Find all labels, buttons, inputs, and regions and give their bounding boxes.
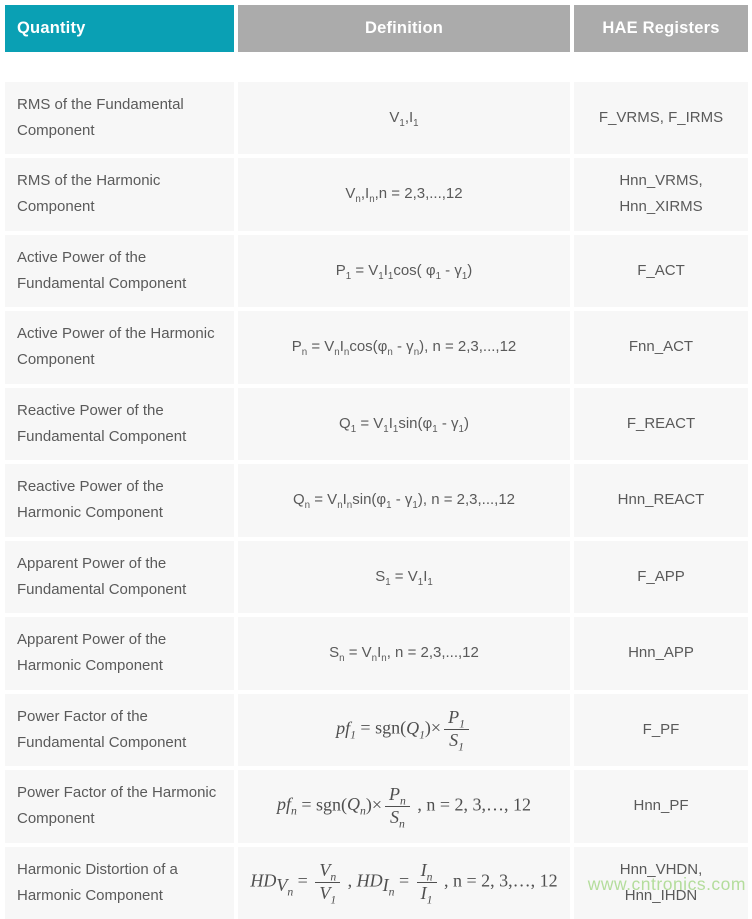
quantity-cell: Reactive Power of the Fundamental Compon…: [5, 388, 234, 461]
registers-cell: F_ACT: [574, 235, 748, 308]
quantity-cell: Apparent Power of the Harmonic Component: [5, 617, 234, 690]
definition-formula: Q1 = V1I1sin(φ1 - γ1): [339, 415, 469, 433]
quantity-cell: Power Factor of the Harmonic Component: [5, 770, 234, 843]
quantity-label: Apparent Power of the Harmonic Component: [17, 627, 226, 679]
registers-cell: Hnn_VRMS, Hnn_XIRMS: [574, 158, 748, 231]
registers-cell: Hnn_REACT: [574, 464, 748, 537]
definition-formula: S1 = V1I1: [375, 568, 433, 586]
quantity-cell: Active Power of the Fundamental Componen…: [5, 235, 234, 308]
quantity-cell: Harmonic Distortion of a Harmonic Compon…: [5, 847, 234, 919]
definition-cell: Q1 = V1I1sin(φ1 - γ1): [238, 388, 570, 461]
definition-formula: Pn = VnIncos(φn - γn), n = 2,3,...,12: [292, 338, 517, 356]
registers-cell: Fnn_ACT: [574, 311, 748, 384]
definition-cell: V1,I1: [238, 82, 570, 155]
definition-formula: P1 = V1I1cos( φ1 - γ1): [336, 262, 473, 280]
definition-formula: Sn = VnIn, n = 2,3,...,12: [329, 644, 479, 662]
quantity-cell: Apparent Power of the Fundamental Compon…: [5, 541, 234, 614]
definition-formula: Qn = VnInsin(φ1 - γ1), n = 2,3,...,12: [293, 491, 515, 509]
quantity-label: Harmonic Distortion of a Harmonic Compon…: [17, 857, 226, 909]
quantity-label: RMS of the Fundamental Component: [17, 92, 226, 144]
registers-cell: F_APP: [574, 541, 748, 614]
quantity-cell: RMS of the Fundamental Component: [5, 82, 234, 155]
quantity-label: Power Factor of the Harmonic Component: [17, 780, 226, 832]
header-cell-registers: HAE Registers: [574, 5, 748, 52]
registers-cell: Hnn_PF: [574, 770, 748, 843]
registers-cell: F_REACT: [574, 388, 748, 461]
definition-cell: Pn = VnIncos(φn - γn), n = 2,3,...,12: [238, 311, 570, 384]
quantity-label: Power Factor of the Fundamental Componen…: [17, 704, 226, 756]
registers-label: F_APP: [637, 564, 685, 590]
quantity-cell: RMS of the Harmonic Component: [5, 158, 234, 231]
quantity-label: Active Power of the Fundamental Componen…: [17, 245, 226, 297]
definition-cell: P1 = V1I1cos( φ1 - γ1): [238, 235, 570, 308]
definition-cell: Qn = VnInsin(φ1 - γ1), n = 2,3,...,12: [238, 464, 570, 537]
quantity-label: Active Power of the Harmonic Component: [17, 321, 226, 373]
registers-label: F_VRMS, F_IRMS: [599, 105, 723, 131]
quantity-label: Reactive Power of the Fundamental Compon…: [17, 398, 226, 450]
definition-cell: S1 = V1I1: [238, 541, 570, 614]
registers-label: Hnn_REACT: [618, 487, 705, 513]
registers-label: Hnn_VHDN, Hnn_IHDN: [620, 857, 703, 909]
registers-label: Hnn_PF: [633, 793, 688, 819]
quantity-cell: Active Power of the Harmonic Component: [5, 311, 234, 384]
definition-cell: Vn,In,n = 2,3,...,12: [238, 158, 570, 231]
registers-cell: Hnn_VHDN, Hnn_IHDN: [574, 847, 748, 919]
registers-label: F_PF: [643, 717, 680, 743]
registers-label: F_REACT: [627, 411, 695, 437]
registers-label: F_ACT: [637, 258, 685, 284]
definition-formula: Vn,In,n = 2,3,...,12: [345, 185, 462, 203]
registers-label: Hnn_VRMS, Hnn_XIRMS: [619, 168, 702, 220]
quantity-label: Apparent Power of the Fundamental Compon…: [17, 551, 226, 603]
quantity-label: Reactive Power of the Harmonic Component: [17, 474, 226, 526]
quantity-label: RMS of the Harmonic Component: [17, 168, 226, 220]
definition-formula: V1,I1: [389, 109, 418, 127]
formula-table: Quantity Definition HAE Registers RMS of…: [5, 5, 748, 919]
quantity-cell: Reactive Power of the Harmonic Component: [5, 464, 234, 537]
registers-label: Hnn_APP: [628, 640, 694, 666]
header-cell-quantity: Quantity: [5, 5, 234, 52]
quantity-cell: Power Factor of the Fundamental Componen…: [5, 694, 234, 767]
registers-cell: F_PF: [574, 694, 748, 767]
registers-label: Fnn_ACT: [629, 334, 693, 360]
registers-cell: Hnn_APP: [574, 617, 748, 690]
definition-cell: Sn = VnIn, n = 2,3,...,12: [238, 617, 570, 690]
header-cell-definition: Definition: [238, 5, 570, 52]
registers-cell: F_VRMS, F_IRMS: [574, 82, 748, 155]
